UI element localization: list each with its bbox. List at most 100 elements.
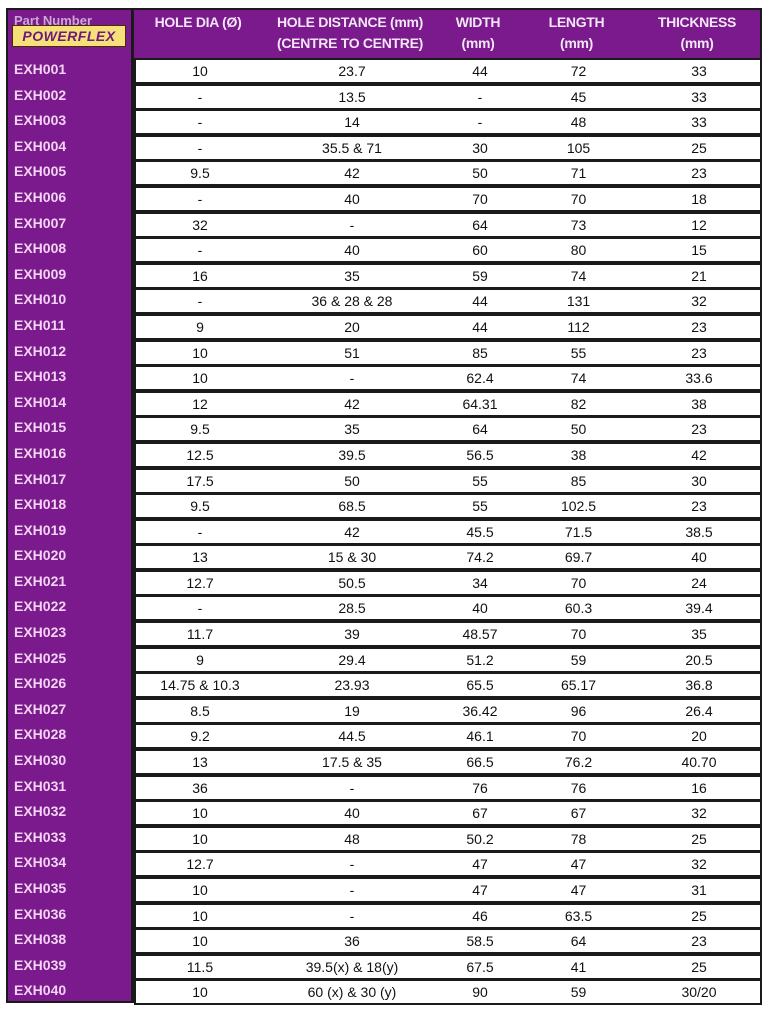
part-number-cell: EXH005 — [14, 163, 67, 180]
part-number-cell: EXH030 — [14, 752, 67, 769]
values-cells: 13 17.5 & 35 66.5 76.2 40.70 — [134, 749, 762, 776]
width-cell: 47 — [472, 882, 488, 898]
length-cell: 70 — [570, 190, 587, 207]
hole-dia-cell: 10 — [192, 933, 208, 950]
hole-distance-cell: 51 — [344, 344, 360, 361]
thickness-cell: 23 — [691, 498, 707, 515]
part-number-cell: EXH021 — [14, 572, 67, 589]
hole-dia-cell: 12 — [192, 395, 208, 412]
hole-dia-cell: - — [197, 600, 203, 617]
thickness-cell: 21 — [691, 267, 707, 284]
thickness-cell: 42 — [691, 446, 707, 463]
hole-distance-cell: - — [349, 856, 355, 873]
part-number-cell: EXH009 — [14, 265, 67, 282]
table-row: EXH032 10 40 67 67 32 — [8, 799, 762, 827]
part-number-cell: EXH022 — [14, 598, 67, 615]
table-row: EXH010 - 36 & 28 & 28 44 131 32 — [8, 287, 762, 315]
length-cell: 71 — [570, 165, 587, 182]
width-cell: 85 — [472, 344, 488, 361]
values-cells: 10 48 50.2 78 25 — [134, 825, 762, 852]
table-row: EXH008 - 40 60 80 15 — [8, 236, 762, 264]
hole-distance-cell: - — [349, 779, 355, 796]
width-cell: 64 — [472, 216, 488, 233]
part-number-cell: EXH028 — [14, 726, 67, 743]
thickness-cell: 30 — [691, 472, 707, 489]
length-cell: 38 — [570, 446, 587, 463]
part-number-cell: EXH027 — [14, 700, 67, 717]
width-cell: 76 — [472, 779, 488, 796]
values-cells: - 14 - 48 33 — [134, 109, 762, 136]
part-number-cell: EXH003 — [14, 112, 67, 129]
thickness-cell: 16 — [691, 779, 707, 796]
table-row: EXH015 9.5 35 64 50 23 — [8, 415, 762, 443]
length-cell: 76 — [570, 779, 587, 796]
column-divider — [131, 10, 134, 1001]
hole-distance-cell: - — [349, 882, 355, 898]
width-cell: 74.2 — [466, 549, 494, 566]
thickness-cell: 36.8 — [685, 677, 713, 694]
thickness-header: THICKNESS (mm) — [657, 14, 737, 51]
width-cell: 64.31 — [462, 395, 498, 412]
thickness-cell: 25 — [691, 139, 707, 156]
table-row: EXH006 - 40 70 70 18 — [8, 185, 762, 212]
values-cells: - 40 70 70 18 — [134, 185, 762, 212]
part-number-cell: EXH018 — [14, 496, 67, 513]
table-row: EXH016 12.5 39.5 56.5 38 42 — [8, 441, 762, 468]
values-cells: 14.75 & 10.3 23.93 65.5 65.17 36.8 — [134, 672, 762, 699]
values-cells: 12 42 64.31 82 38 — [134, 390, 762, 417]
hole-distance-cell: - — [349, 370, 355, 387]
length-cell: 112 — [567, 318, 590, 335]
table-row: EXH003 - 14 - 48 33 — [8, 108, 762, 136]
thickness-cell: 23 — [691, 344, 707, 361]
values-cells: 36 - 76 76 16 — [134, 774, 762, 801]
hole-distance-cell: 29.4 — [338, 651, 366, 668]
table-row: EXH034 12.7 - 47 47 32 — [8, 850, 762, 878]
thickness-cell: 33 — [691, 114, 707, 131]
part-number-cell: EXH013 — [14, 368, 67, 385]
length-cell: 50 — [570, 421, 587, 438]
hole-distance-cell: 50 — [344, 472, 360, 489]
part-number-cell: EXH040 — [14, 982, 67, 999]
length-cell: 63.5 — [564, 907, 593, 924]
length-cell: 105 — [566, 139, 591, 156]
table-row: EXH011 9 20 44 112 23 — [8, 313, 762, 340]
thickness-cell: 33 — [691, 88, 707, 105]
hole-dia-header: HOLE DIA (Ø) — [154, 14, 242, 30]
thickness-cell: 31 — [691, 882, 707, 898]
width-cell: 64 — [472, 421, 488, 438]
length-cell: 48 — [570, 114, 587, 131]
values-cells: 10 - 46 63.5 25 — [134, 902, 762, 929]
table-row: EXH012 10 51 85 55 23 — [8, 339, 762, 366]
values-cells: 9.5 35 64 50 23 — [134, 416, 762, 443]
hole-dia-cell: 17.5 — [186, 472, 214, 489]
width-cell: 50 — [472, 165, 488, 182]
hole-dia-cell: 9 — [196, 651, 204, 668]
part-number-cell: EXH033 — [14, 828, 67, 845]
thickness-cell: 23 — [691, 933, 707, 950]
width-cell: 46 — [472, 907, 488, 924]
hole-dia-cell: 10 — [192, 882, 208, 898]
thickness-cell: 26.4 — [685, 702, 713, 719]
hole-dia-cell: 12.7 — [186, 574, 214, 591]
thickness-cell: 38 — [691, 395, 707, 412]
hole-dia-cell: 9.5 — [190, 498, 210, 515]
parts-table: Part Number POWERFLEX HOLE DIA (Ø) HOLE … — [6, 8, 762, 1006]
values-cells: 10 51 85 55 23 — [134, 339, 762, 366]
hole-distance-cell: 39 — [344, 626, 360, 643]
length-cell: 70 — [570, 728, 587, 745]
table-row: EXH039 11.5 39.5(x) & 18(y) 67.5 41 25 — [8, 953, 762, 980]
hole-distance-cell: 39.5 — [338, 446, 366, 463]
thickness-cell: 32 — [691, 293, 707, 310]
length-cell: 70 — [570, 574, 587, 591]
thickness-cell: 30/20 — [681, 984, 717, 1001]
hole-distance-cell: 40 — [344, 805, 360, 822]
values-cells: 10 23.7 44 72 33 — [134, 58, 762, 84]
table-row: EXH035 10 - 47 47 31 — [8, 876, 762, 903]
length-cell: 71.5 — [564, 523, 593, 540]
table-row: EXH027 8.5 19 36.42 96 26.4 — [8, 697, 762, 724]
hole-distance-cell: 39.5(x) & 18(y) — [305, 958, 399, 975]
table-row: EXH022 - 28.5 40 60.3 39.4 — [8, 594, 762, 622]
length-cell: 47 — [570, 882, 587, 898]
length-cell: 55 — [570, 344, 587, 361]
hole-dia-cell: 13 — [192, 754, 208, 771]
